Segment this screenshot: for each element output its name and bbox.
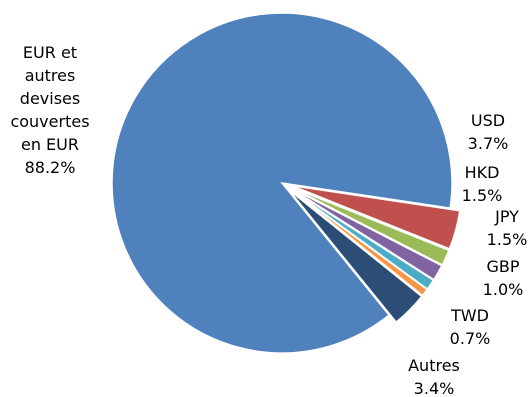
pie-label-gbp: GBP 1.0% bbox=[483, 257, 524, 299]
pie-label-eur-et: EUR et autres devises couvertes en EUR 88.2% bbox=[10, 43, 89, 177]
pie-label-usd: USD 3.7% bbox=[468, 111, 509, 153]
pie-label-jpy: JPY 1.5% bbox=[487, 207, 528, 249]
pie-slice-twd bbox=[289, 188, 429, 297]
pie-slices bbox=[111, 12, 461, 354]
pie-labels: EUR et autres devises couvertes en EUR 88.2% U… bbox=[10, 43, 527, 397]
pie-slice-usd bbox=[291, 184, 461, 250]
pie-label-hkd: HKD 1.5% bbox=[462, 163, 503, 205]
pie-label-twd: TWD 0.7% bbox=[450, 306, 491, 348]
pie-slice-eur-et-autres-devises-couvertes-en-eur bbox=[111, 12, 453, 354]
pie-slice-jpy bbox=[290, 187, 443, 281]
pie-slice-autres bbox=[288, 189, 423, 324]
pie-slice-hkd bbox=[290, 186, 450, 266]
pie-label-autres: Autres 3.4% bbox=[408, 356, 460, 397]
